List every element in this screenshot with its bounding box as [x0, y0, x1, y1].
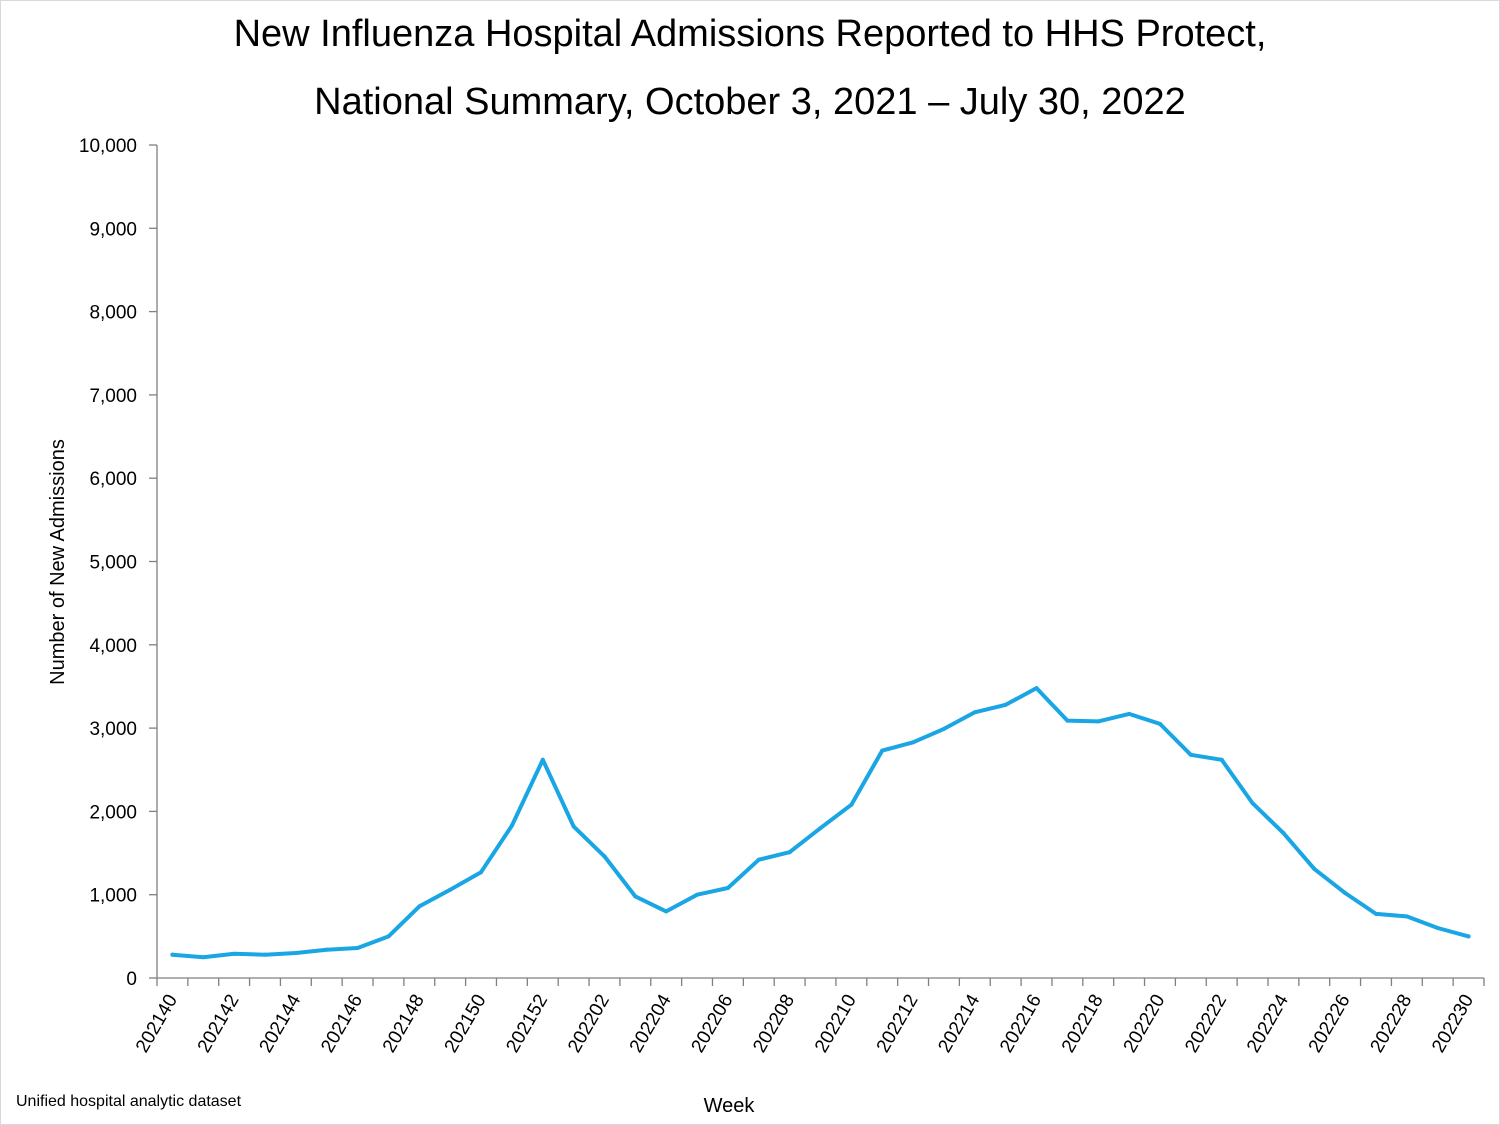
x-tick-label: 202230: [1428, 991, 1478, 1056]
data-point: [941, 726, 946, 731]
y-tick-label: 10,000: [79, 136, 137, 157]
x-tick-label: 202220: [1120, 991, 1170, 1056]
data-point: [324, 947, 329, 952]
data-point: [1157, 721, 1162, 726]
x-tick-label: 202224: [1243, 991, 1293, 1057]
data-point: [571, 824, 576, 829]
data-point: [448, 887, 453, 892]
y-tick-label: 6,000: [89, 469, 137, 490]
data-point: [1435, 926, 1440, 931]
data-point: [386, 934, 391, 939]
x-tick-label: 202218: [1058, 991, 1108, 1056]
y-tick-label: 9,000: [89, 219, 137, 240]
y-tick-label: 5,000: [89, 553, 137, 574]
data-point: [972, 710, 977, 715]
x-tick-label: 202206: [688, 991, 738, 1056]
data-point: [1127, 711, 1132, 716]
data-point: [232, 951, 237, 956]
x-tick-label: 202202: [564, 991, 614, 1056]
data-point: [725, 886, 730, 891]
y-axis-label: Number of New Admissions: [47, 439, 69, 685]
x-axis-label: Week: [704, 1095, 756, 1117]
data-point: [1312, 866, 1317, 871]
data-point: [1281, 831, 1286, 836]
data-point: [756, 857, 761, 862]
data-point: [540, 757, 545, 762]
source-note: Unified hospital analytic dataset: [16, 1093, 242, 1110]
data-point: [1373, 911, 1378, 916]
y-tick-label: 0: [126, 969, 137, 990]
chart-title: New Influenza Hospital Admissions Report…: [233, 13, 1267, 55]
data-point: [1003, 702, 1008, 707]
chart-subtitle: National Summary, October 3, 2021 – July…: [314, 81, 1186, 123]
data-point: [1188, 752, 1193, 757]
series-layer: [170, 686, 1471, 960]
x-tick-label: 202214: [934, 991, 984, 1057]
x-tick-label: 202148: [379, 991, 429, 1056]
data-point: [417, 904, 422, 909]
data-point: [170, 952, 175, 957]
y-tick-label: 1,000: [89, 886, 137, 907]
x-tick-label: 202144: [256, 991, 306, 1057]
x-tick-label: 202222: [1181, 991, 1231, 1056]
data-point: [1404, 914, 1409, 919]
data-point: [355, 946, 360, 951]
x-tick-label: 202150: [441, 991, 491, 1056]
data-point: [911, 740, 916, 745]
data-point: [787, 850, 792, 855]
data-point: [602, 854, 607, 859]
data-point: [1096, 719, 1101, 724]
x-tick-label: 202146: [317, 991, 367, 1056]
data-point: [633, 894, 638, 899]
y-tick-label: 2,000: [89, 802, 137, 823]
data-point: [664, 909, 669, 914]
data-point: [1034, 686, 1039, 691]
x-tick-label: 202216: [996, 991, 1046, 1056]
data-point: [479, 870, 484, 875]
y-tick-label: 8,000: [89, 303, 137, 324]
data-point: [263, 952, 268, 957]
x-tick-label: 202142: [194, 991, 244, 1056]
x-tick-label: 202210: [811, 991, 861, 1056]
data-point: [695, 892, 700, 897]
data-point: [201, 955, 206, 960]
data-point: [880, 748, 885, 753]
x-tick-label: 202140: [132, 991, 182, 1056]
y-tick-label: 4,000: [89, 636, 137, 657]
data-point: [509, 823, 514, 828]
data-point: [1466, 934, 1471, 939]
series-line: [170, 686, 1471, 960]
y-axis: 0 1,000 2,000 3,000 4,000 5,000 6,000 7,000 8,00…: [79, 136, 158, 990]
data-point: [1065, 718, 1070, 723]
data-point: [818, 826, 823, 831]
data-point: [1219, 757, 1224, 762]
data-point: [849, 802, 854, 807]
x-tick-label: 202228: [1366, 991, 1416, 1056]
data-point: [293, 951, 298, 956]
x-tick-label: 202152: [502, 991, 552, 1056]
x-tick-label: 202204: [626, 991, 676, 1057]
data-point: [1343, 891, 1348, 896]
x-tick-label: 202208: [749, 991, 799, 1056]
x-axis: 202140 202142 202144 202146 202148 202150 2021…: [132, 977, 1485, 1057]
x-tick-label: 202226: [1305, 991, 1355, 1056]
data-point: [1250, 801, 1255, 806]
y-tick-label: 3,000: [89, 719, 137, 740]
x-tick-label: 202212: [873, 991, 923, 1056]
y-tick-label: 7,000: [89, 386, 137, 407]
